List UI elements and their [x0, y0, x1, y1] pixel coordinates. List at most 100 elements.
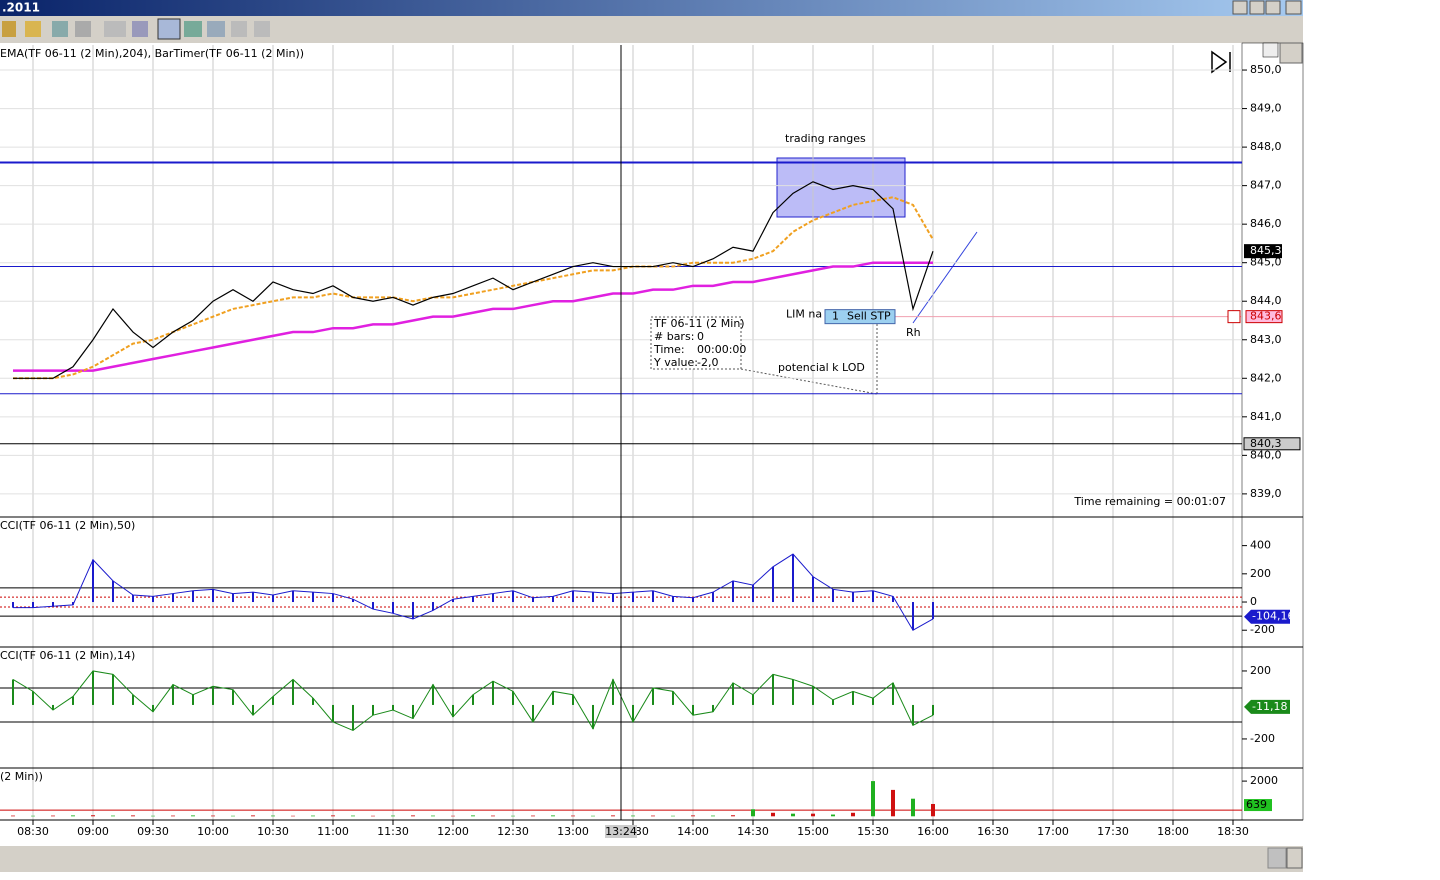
volume-bar [751, 809, 755, 817]
tool[interactable] [75, 21, 91, 37]
tooltip-text: # bars: [654, 330, 694, 343]
button-maximize[interactable] [1265, 0, 1281, 15]
scroll-right[interactable] [1286, 847, 1303, 869]
y-tick-label: 839,0 [1250, 487, 1282, 500]
tool[interactable] [254, 21, 270, 37]
volume-bar [311, 815, 315, 817]
volume-bar [571, 815, 575, 817]
x-tick-label: 10:30 [257, 825, 289, 838]
y-tick-label: 850,0 [1250, 63, 1282, 76]
button-close[interactable] [1285, 0, 1302, 15]
tool[interactable] [52, 21, 68, 37]
tooltip-text: 0 [697, 330, 704, 343]
order-box[interactable] [824, 309, 896, 325]
go-to-end[interactable] [1211, 50, 1231, 74]
f-button[interactable] [1262, 42, 1279, 58]
x-tick-label: 08:30 [17, 825, 49, 838]
dropdown[interactable] [1279, 42, 1303, 64]
panel-legend: CCI(TF 06-11 (2 Min),50) [0, 519, 135, 532]
ema-slow-line [13, 261, 933, 372]
tool[interactable] [104, 21, 126, 37]
x-tick-label: 17:30 [1097, 825, 1129, 838]
panel-legend: CCI(TF 06-11 (2 Min),14) [0, 649, 135, 662]
scrollbar[interactable] [0, 846, 1303, 872]
timer: Time remaining = 00:01:07 [1073, 495, 1226, 508]
volume-bar [771, 812, 775, 817]
volume-bar [471, 815, 475, 817]
volume-bar [231, 815, 235, 817]
volume-bar [211, 815, 215, 817]
button-help[interactable] [1232, 0, 1248, 15]
order-price: 843,6 [1250, 310, 1282, 323]
tooltip [650, 316, 742, 370]
tool[interactable] [2, 21, 16, 37]
volume-bar [411, 815, 415, 817]
volume-bar [831, 814, 835, 817]
volume-bar [391, 815, 395, 817]
x-tick-label: 12:00 [437, 825, 469, 838]
cci-line [12, 670, 934, 732]
price-axis-area [1241, 42, 1304, 821]
cursor-tag [605, 825, 637, 838]
volume-bar [371, 815, 375, 817]
window-buttons[interactable] [1232, 0, 1302, 15]
scroll-thumb[interactable] [1267, 847, 1287, 869]
cci-line [13, 553, 934, 631]
tooltip-text: -2,0 [697, 356, 718, 369]
tooltip-text: 00:00:00 [697, 343, 746, 356]
order-type: Sell STP [847, 310, 891, 323]
volume-bar [671, 815, 675, 817]
x-tick-label: 09:00 [77, 825, 109, 838]
volume-bar [351, 815, 355, 817]
button-minimize[interactable] [1249, 0, 1265, 15]
tooltip-text: TF 06-11 (2 Min) [653, 317, 745, 330]
tool[interactable] [25, 21, 41, 37]
y-tick-label: 841,0 [1250, 410, 1282, 423]
volume-bar [911, 798, 915, 817]
volume-bar [251, 815, 255, 817]
volume-bar [91, 815, 95, 817]
close-line [13, 181, 934, 379]
volume-last-label: 639 [1246, 798, 1267, 811]
volume-bar [851, 812, 855, 817]
y-tick-label: 844,0 [1250, 294, 1282, 307]
x-tick-label: 15:00 [797, 825, 829, 838]
annotation: Rh [906, 326, 921, 339]
tool[interactable] [157, 18, 181, 40]
y-tick-label: 849,0 [1250, 102, 1282, 115]
volume-last-tag [1244, 799, 1272, 812]
tool[interactable] [231, 21, 247, 37]
volume-bar [811, 813, 815, 817]
y-tick-label: -200 [1250, 623, 1275, 636]
volume-bar [171, 815, 175, 817]
x-tick-label: 18:00 [1157, 825, 1189, 838]
tooltip-text: Y value: [653, 356, 698, 369]
x-tick-label: 18:30 [1217, 825, 1249, 838]
volume-bar [931, 803, 935, 817]
x-tick-label: 14:30 [737, 825, 769, 838]
x-tick-label: 11:00 [317, 825, 349, 838]
y-tick-label: 0 [1250, 595, 1257, 608]
volume-bar [151, 815, 155, 817]
volume-bar [11, 815, 15, 817]
volume-bar [711, 815, 715, 817]
tool[interactable] [184, 21, 202, 37]
cci-last-label: -11,18 [1252, 700, 1287, 713]
y-tick-label: 840,0 [1250, 448, 1282, 461]
y-tick-label: 847,0 [1250, 179, 1282, 192]
volume-bar [691, 815, 695, 817]
toolbar-icons[interactable] [2, 18, 270, 40]
volume-bar [331, 815, 335, 817]
y-tick-label: 843,0 [1250, 333, 1282, 346]
tool[interactable] [132, 21, 148, 37]
volume-bar [511, 815, 515, 817]
order-cancel[interactable] [1227, 310, 1241, 324]
last-price-tag [1244, 244, 1282, 259]
volume-bar [551, 815, 555, 817]
tool[interactable] [207, 21, 225, 37]
x-tick-label: 13:00 [557, 825, 589, 838]
y-tick-label: 400 [1250, 539, 1271, 552]
x-tick-label: 17:00 [1037, 825, 1069, 838]
tooltip-text: Time: [653, 343, 685, 356]
